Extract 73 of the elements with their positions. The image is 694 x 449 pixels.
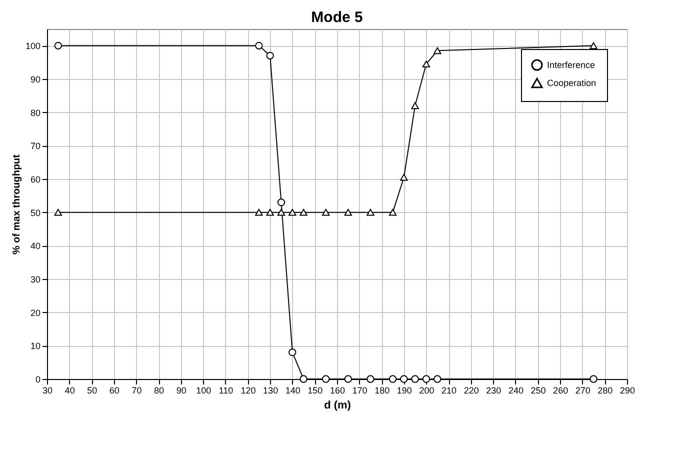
y-tick-label: 100	[25, 41, 40, 52]
point	[411, 375, 419, 383]
y-tick-label: 80	[30, 108, 40, 118]
x-tick-label: 30	[42, 386, 53, 396]
point	[288, 348, 296, 356]
point	[422, 60, 430, 68]
point	[277, 198, 286, 206]
point	[266, 52, 274, 60]
x-tick-label: 240	[508, 386, 524, 396]
x-axis-title: d (m)	[324, 400, 352, 412]
x-tick-label: 290	[620, 386, 636, 396]
y-tick-label: 0	[35, 374, 40, 384]
point	[344, 208, 352, 216]
y-tick-label: 30	[30, 274, 40, 284]
point	[388, 375, 397, 383]
x-tick-label: 280	[598, 386, 613, 396]
x-tick-label: 100	[196, 386, 212, 396]
x-tick-label: 260	[553, 386, 568, 396]
point	[590, 42, 598, 50]
point	[255, 42, 263, 50]
point	[300, 375, 308, 383]
point	[288, 208, 296, 216]
legend-label: Interference	[547, 60, 596, 70]
point	[400, 375, 408, 383]
x-tick-label: 200	[419, 386, 434, 396]
point	[590, 375, 598, 383]
x-tick-label: 270	[575, 386, 590, 396]
x-tick-label: 120	[240, 386, 256, 396]
point	[322, 208, 330, 216]
point	[422, 375, 430, 383]
x-tick-label: 250	[530, 386, 546, 396]
point	[255, 208, 263, 216]
y-tick-label: 40	[30, 241, 40, 252]
point	[366, 375, 374, 383]
x-tick-label: 40	[64, 386, 75, 396]
x-tick-label: 170	[352, 386, 368, 396]
point	[277, 208, 286, 216]
x-tick-label: 70	[132, 386, 142, 396]
x-tick-label: 130	[263, 386, 278, 396]
y-axis-title: % of max throughput	[11, 154, 22, 254]
point	[411, 102, 419, 110]
point	[434, 375, 442, 383]
x-tick-label: 140	[285, 386, 300, 396]
point	[344, 375, 352, 383]
x-tick-label: 110	[218, 386, 234, 396]
point	[434, 47, 442, 54]
x-tick-label: 90	[176, 386, 186, 396]
y-tick-label: 20	[30, 308, 40, 318]
point	[322, 375, 330, 383]
y-tick-label: 90	[30, 74, 40, 84]
x-tick-label: 50	[87, 386, 98, 396]
point	[266, 208, 274, 216]
x-tick-label: 80	[154, 386, 164, 396]
point	[300, 208, 308, 216]
legend-label: Cooperation	[547, 78, 596, 88]
x-tick-label: 210	[442, 386, 457, 396]
x-tick-label: 60	[109, 386, 120, 396]
point	[54, 42, 62, 50]
x-tick-label: 230	[486, 386, 502, 396]
y-tick-label: 60	[30, 174, 40, 184]
x-tick-label: 150	[308, 386, 323, 396]
y-tick-label: 10	[30, 341, 40, 352]
x-tick-label: 220	[464, 386, 479, 396]
x-tick-label: 180	[374, 386, 390, 396]
point	[366, 208, 374, 216]
chart-title: Mode 5	[311, 9, 363, 26]
y-tick-label: 70	[30, 141, 40, 152]
point	[400, 174, 408, 181]
point	[54, 208, 62, 216]
x-tick-label: 190	[396, 386, 412, 396]
y-tick-label: 50	[30, 208, 40, 218]
point	[388, 208, 397, 216]
x-tick-label: 160	[330, 386, 346, 396]
